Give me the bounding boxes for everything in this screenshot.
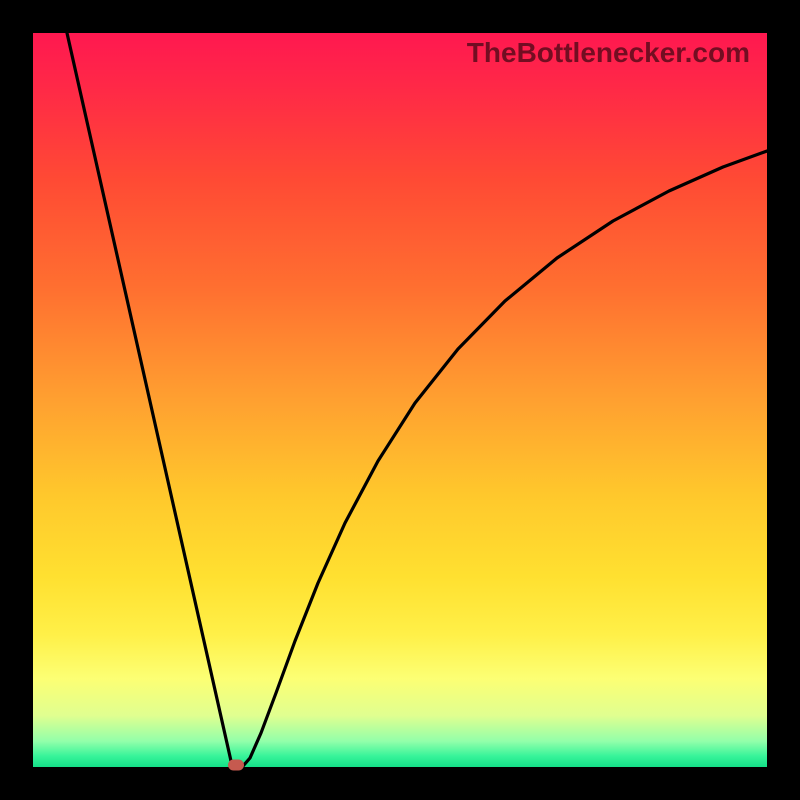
plot-area: TheBottlenecker.com (33, 33, 767, 767)
bottleneck-curve (33, 33, 767, 767)
minimum-marker (228, 759, 244, 770)
chart-container: { "canvas": { "width": 800, "height": 80… (0, 0, 800, 800)
